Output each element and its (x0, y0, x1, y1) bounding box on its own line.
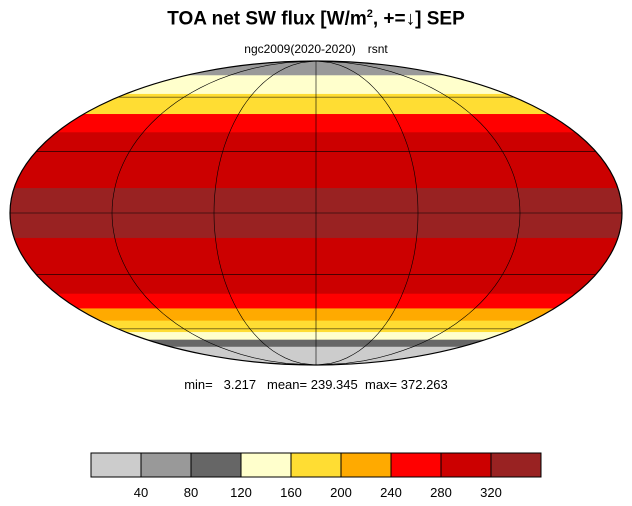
stats-mean-label: mean= (267, 377, 308, 392)
title-main: TOA net SW flux [W/m (167, 8, 367, 30)
colorbar-tick-label: 200 (330, 485, 352, 500)
colorbar-box-1 (140, 452, 192, 478)
colorbar-box-5 (340, 452, 392, 478)
map-outline (9, 60, 623, 366)
stats-line: min= 3.217 mean= 239.345 max= 372.263 (0, 377, 632, 392)
colorbar-tick-label: 280 (430, 485, 452, 500)
colorbar-box-2 (190, 452, 242, 478)
stats-mean: 239.345 (310, 377, 358, 392)
colorbar-box-4 (290, 452, 342, 478)
colorbar-tick-label: 40 (133, 485, 149, 500)
meridian--60 (213, 61, 317, 365)
subtitle-case: ngc2009(2020-2020) (244, 42, 356, 56)
colorbar-box-3 (240, 452, 292, 478)
stats-max: 372.263 (400, 377, 448, 392)
colorbar (90, 452, 542, 478)
meridian--120 (111, 61, 317, 365)
stats-max-label: max= (364, 377, 398, 392)
colorbar-tick-label: 80 (183, 485, 199, 500)
colorbar-box-7 (440, 452, 492, 478)
colorbar-tick-label: 240 (380, 485, 402, 500)
colorbar-box-8 (490, 452, 542, 478)
subtitle-variable: rsnt (367, 42, 388, 56)
title-rest: , +=↓] SEP (372, 8, 465, 30)
plot-title: TOA net SW flux [W/m2, +=↓] SEP (0, 8, 632, 30)
colorbar-tick-label: 120 (230, 485, 252, 500)
title-superscript: 2 (366, 8, 373, 20)
meridian-60 (315, 61, 419, 365)
world-map (9, 60, 623, 366)
colorbar-box-0 (90, 452, 142, 478)
plot-subtitle: ngc2009(2020-2020) rsnt (0, 42, 632, 56)
colorbar-tick-label: 320 (480, 485, 502, 500)
meridian-120 (315, 61, 521, 365)
stats-min: 3.217 (223, 377, 257, 392)
colorbar-box-6 (390, 452, 442, 478)
stats-min-label: min= (184, 377, 213, 392)
colorbar-tick-label: 160 (280, 485, 302, 500)
